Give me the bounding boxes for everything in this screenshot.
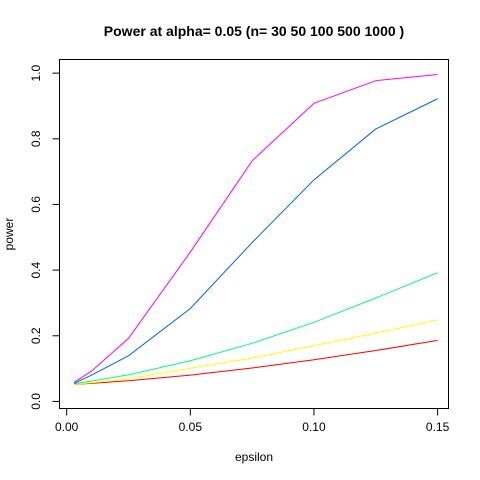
y-tick-label: 0.2 [29,327,43,344]
plot-frame [59,59,449,409]
series-line-5 [73,73,438,383]
series-group [73,73,438,385]
y-axis: 0.0 0.2 0.4 0.6 0.8 1.0 [29,64,60,410]
series-line-1 [74,339,438,385]
chart-title: Power at alpha= 0.05 (n= 30 50 100 500 1… [104,23,404,39]
series-line-4 [73,98,438,384]
y-tick-label: 0.6 [29,196,43,213]
x-axis-label: epsilon [235,450,273,464]
y-tick-label: 0.4 [29,261,43,278]
y-tick-label: 0.8 [29,130,43,147]
series-line-3 [74,272,438,385]
y-tick-label: 1.0 [29,64,43,81]
series-line-2 [74,319,438,385]
x-tick-label: 0.15 [426,420,450,434]
x-tick-label: 0.00 [55,420,79,434]
x-tick-label: 0.05 [179,420,203,434]
y-tick-label: 0.0 [29,393,43,410]
x-tick-label: 0.10 [302,420,326,434]
x-axis: 0.00 0.05 0.10 0.15 [55,408,450,434]
y-axis-label: power [2,218,16,251]
